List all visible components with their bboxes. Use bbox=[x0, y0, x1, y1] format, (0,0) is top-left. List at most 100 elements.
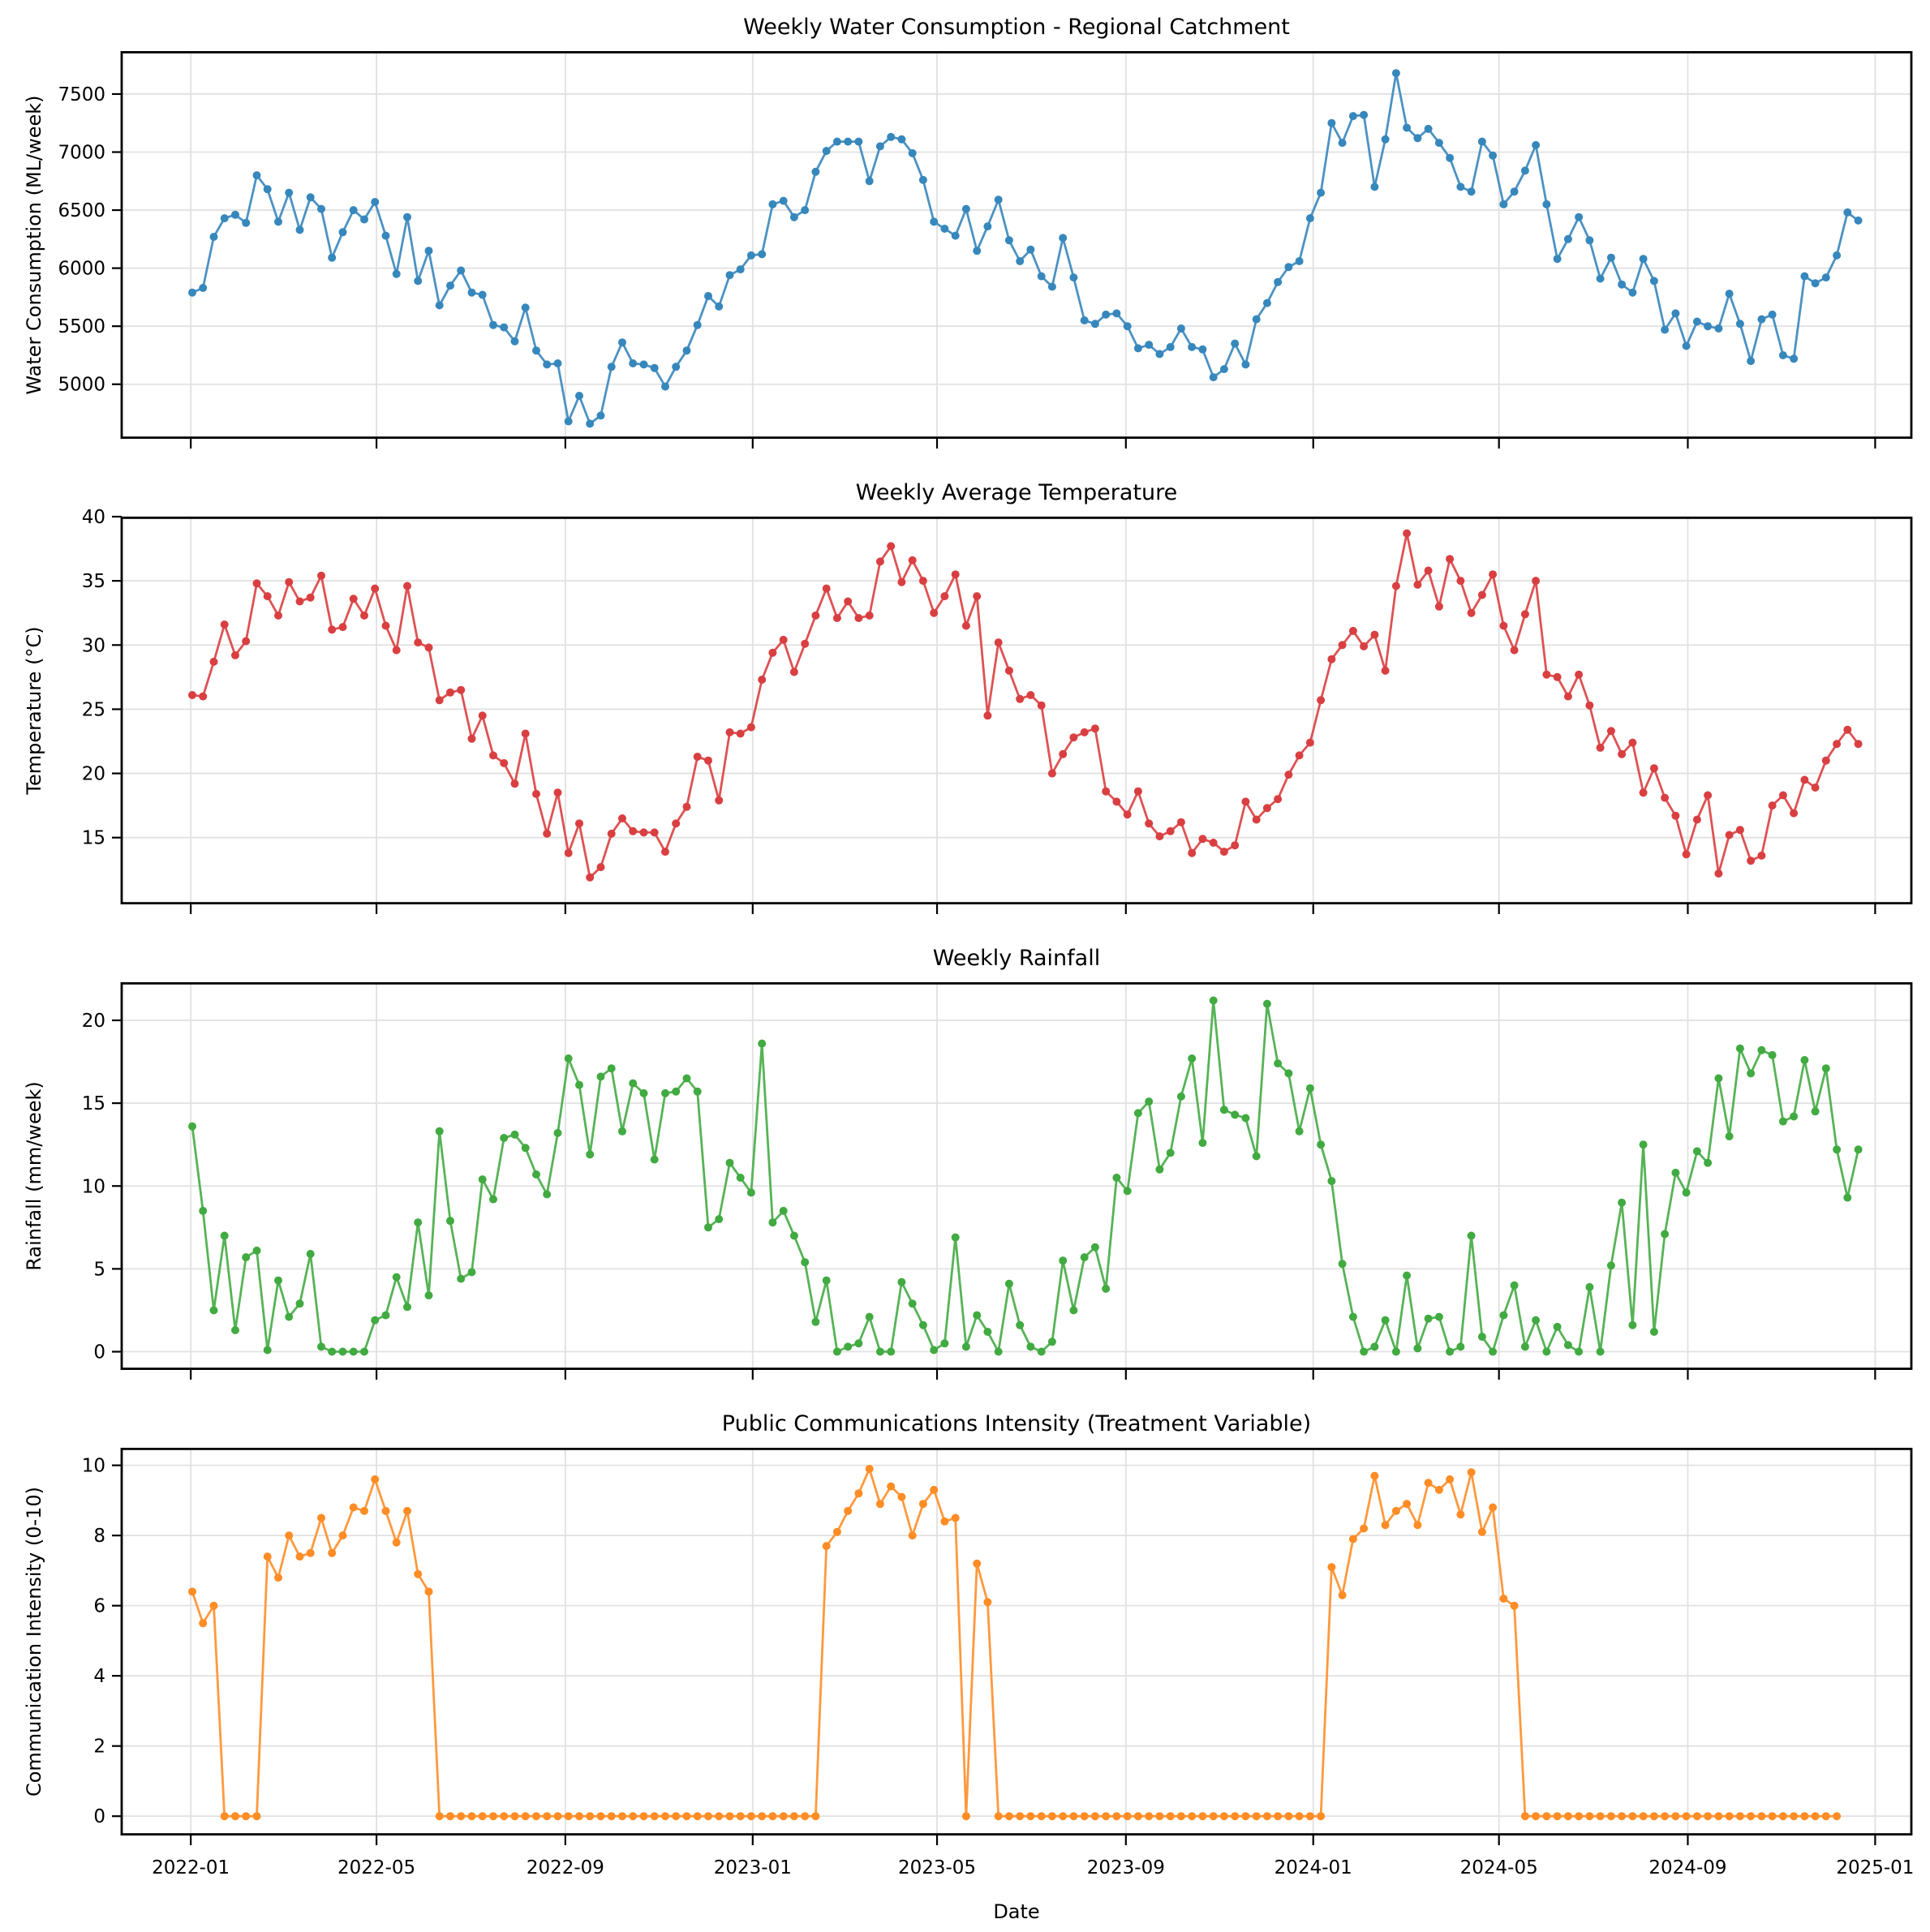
data-point bbox=[1833, 1145, 1842, 1154]
data-point bbox=[1747, 1812, 1756, 1821]
data-point bbox=[1176, 818, 1185, 826]
data-point bbox=[435, 696, 444, 705]
data-point bbox=[1692, 1147, 1701, 1156]
data-point bbox=[1295, 1812, 1304, 1821]
data-point bbox=[1725, 290, 1734, 298]
data-point bbox=[392, 1273, 401, 1282]
data-point bbox=[1348, 112, 1357, 121]
data-point bbox=[650, 363, 659, 372]
data-point bbox=[1843, 725, 1852, 734]
data-point bbox=[199, 1206, 208, 1215]
data-point bbox=[1123, 810, 1132, 819]
data-point bbox=[1274, 1059, 1283, 1068]
data-point bbox=[629, 1812, 638, 1821]
data-point bbox=[1692, 1812, 1701, 1821]
data-point bbox=[682, 346, 691, 355]
data-point bbox=[1047, 769, 1056, 778]
data-point bbox=[940, 592, 949, 601]
data-point bbox=[1606, 1261, 1615, 1270]
data-point bbox=[768, 1218, 777, 1227]
data-point bbox=[930, 1485, 939, 1494]
data-point bbox=[1338, 641, 1347, 650]
data-point bbox=[231, 650, 239, 659]
data-point bbox=[854, 137, 863, 146]
data-point bbox=[1305, 1812, 1314, 1821]
water-consumption-line bbox=[191, 71, 1859, 425]
data-point bbox=[661, 1812, 669, 1821]
data-point bbox=[532, 346, 540, 355]
data-point bbox=[822, 1276, 831, 1285]
data-point bbox=[1424, 1314, 1433, 1323]
data-point bbox=[1166, 342, 1175, 351]
data-point bbox=[682, 1812, 691, 1821]
data-point bbox=[1510, 187, 1519, 196]
data-point bbox=[1424, 124, 1433, 133]
data-point bbox=[1145, 1097, 1154, 1106]
data-point bbox=[801, 1258, 810, 1267]
water-consumption-grid bbox=[122, 51, 1911, 439]
data-point bbox=[209, 233, 218, 241]
data-point bbox=[446, 688, 454, 697]
data-point bbox=[789, 213, 798, 221]
data-point bbox=[1403, 123, 1412, 132]
data-point bbox=[1585, 236, 1594, 245]
data-point bbox=[1477, 1333, 1486, 1342]
data-point bbox=[1446, 1347, 1455, 1356]
data-point bbox=[306, 193, 315, 202]
data-point bbox=[768, 1812, 777, 1821]
communications-plot: 0 2 4 6 8 10 2022-01 2022-05 2022-09 2023-01 2023-… bbox=[82, 1447, 1914, 1878]
data-point bbox=[586, 419, 595, 428]
data-point bbox=[414, 638, 423, 647]
data-point bbox=[1080, 728, 1089, 736]
data-point bbox=[521, 729, 530, 738]
data-point bbox=[1413, 1521, 1422, 1530]
data-point bbox=[639, 1088, 648, 1097]
data-point bbox=[1059, 1256, 1068, 1265]
rainfall-ticks: 0 5 10 15 20 bbox=[82, 1011, 1876, 1380]
data-point bbox=[392, 269, 401, 278]
data-point bbox=[1520, 1812, 1529, 1821]
data-point bbox=[1456, 1342, 1465, 1351]
data-point bbox=[1833, 740, 1842, 749]
data-point bbox=[1026, 245, 1035, 254]
data-point bbox=[521, 303, 530, 312]
data-point bbox=[1542, 1347, 1551, 1356]
data-point bbox=[746, 251, 755, 260]
data-point bbox=[779, 635, 788, 644]
data-point bbox=[1639, 255, 1648, 264]
x-tick-label: 2023-01 bbox=[714, 1857, 792, 1878]
data-point bbox=[1768, 1050, 1777, 1059]
data-point bbox=[650, 828, 659, 837]
y-tick-label: 6 bbox=[93, 1596, 105, 1617]
data-point bbox=[242, 1812, 251, 1821]
y-tick-label: 8 bbox=[93, 1526, 105, 1547]
data-point bbox=[1133, 1109, 1142, 1118]
data-point bbox=[596, 1072, 605, 1081]
temperature-markers bbox=[188, 529, 1863, 882]
data-point bbox=[1563, 1341, 1572, 1350]
data-point bbox=[338, 1531, 347, 1540]
data-point bbox=[1704, 1812, 1713, 1821]
data-point bbox=[918, 175, 927, 184]
data-point bbox=[349, 1347, 358, 1356]
data-point bbox=[1489, 151, 1498, 160]
temperature-plot: 15 20 25 30 35 40 bbox=[82, 507, 1913, 914]
data-point bbox=[1747, 1069, 1756, 1078]
data-point bbox=[414, 1569, 423, 1578]
data-point bbox=[1757, 315, 1766, 324]
data-point bbox=[1843, 208, 1852, 217]
y-tick-label: 0 bbox=[93, 1342, 105, 1363]
data-point bbox=[1424, 1479, 1433, 1488]
data-point bbox=[1231, 339, 1240, 348]
data-point bbox=[1317, 1812, 1326, 1821]
data-point bbox=[457, 266, 466, 275]
data-point bbox=[381, 621, 390, 630]
data-point bbox=[746, 1812, 755, 1821]
data-point bbox=[1542, 670, 1551, 679]
data-point bbox=[887, 1482, 896, 1491]
data-point bbox=[1489, 1503, 1498, 1512]
data-point bbox=[478, 1812, 487, 1821]
data-point bbox=[865, 1312, 874, 1321]
data-point bbox=[725, 1158, 734, 1167]
